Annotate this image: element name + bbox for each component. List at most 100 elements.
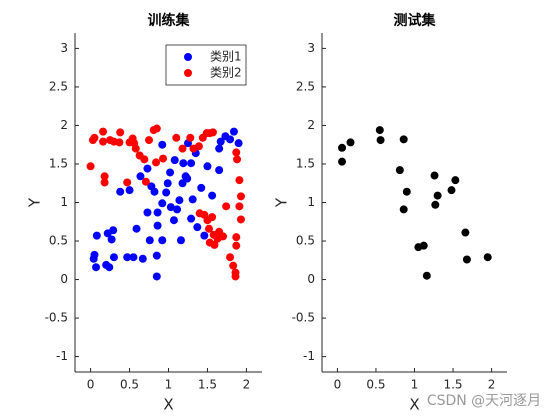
- y-tick-label: 0: [307, 272, 315, 286]
- point: [433, 191, 442, 200]
- legend-label: 类别1: [210, 50, 242, 64]
- point: [232, 241, 241, 250]
- point: [158, 140, 167, 149]
- point: [208, 213, 217, 222]
- x-tick-label: 1: [411, 378, 419, 392]
- point: [208, 191, 217, 200]
- point: [99, 137, 108, 146]
- x-axis-label: X: [409, 396, 419, 414]
- point: [419, 241, 428, 250]
- legend-marker: [184, 53, 192, 61]
- y-tick-label: -1: [303, 349, 315, 363]
- point: [208, 128, 217, 137]
- point: [451, 176, 460, 185]
- point: [175, 196, 184, 205]
- point: [92, 263, 101, 272]
- y-tick-label: 2.5: [49, 79, 68, 93]
- point: [90, 133, 99, 142]
- y-tick-label: 2.5: [296, 79, 315, 93]
- point: [152, 124, 161, 133]
- point: [430, 171, 439, 180]
- y-tick-label: 0.5: [49, 234, 68, 248]
- point: [346, 138, 355, 147]
- y-tick-label: 1.5: [49, 156, 68, 170]
- point: [163, 179, 172, 188]
- point: [131, 144, 140, 153]
- point: [129, 253, 138, 262]
- point: [235, 176, 244, 185]
- point: [89, 254, 98, 263]
- point: [116, 187, 125, 196]
- point: [229, 261, 238, 270]
- point: [193, 223, 202, 232]
- point: [226, 135, 235, 144]
- y-tick-label: 3: [307, 41, 315, 55]
- x-tick-label: 1: [165, 378, 173, 392]
- point: [431, 200, 440, 209]
- point: [99, 127, 108, 136]
- point: [232, 233, 241, 242]
- x-tick-label: 0.5: [120, 378, 139, 392]
- point: [179, 159, 188, 168]
- y-tick-label: 2: [60, 118, 68, 132]
- chart-title: 测试集: [394, 12, 437, 29]
- y-axis-label: Y: [26, 197, 44, 208]
- point: [216, 137, 225, 146]
- point: [375, 126, 384, 135]
- point: [172, 133, 181, 142]
- point: [186, 133, 195, 142]
- point: [176, 236, 185, 245]
- y-tick-label: 1: [307, 195, 315, 209]
- point: [102, 260, 111, 269]
- point: [145, 236, 154, 245]
- point: [222, 202, 231, 211]
- point: [197, 183, 206, 192]
- point: [234, 139, 243, 148]
- point: [188, 195, 197, 204]
- x-tick-label: 1.5: [443, 378, 462, 392]
- point: [132, 224, 141, 233]
- point: [399, 205, 408, 214]
- point: [219, 232, 228, 241]
- y-tick-label: 0.5: [296, 234, 315, 248]
- point: [116, 128, 125, 137]
- point: [236, 215, 245, 224]
- point: [215, 144, 224, 153]
- point: [376, 136, 385, 145]
- point: [226, 253, 235, 262]
- point: [145, 136, 154, 145]
- point: [109, 226, 118, 235]
- point: [166, 203, 175, 212]
- point: [194, 142, 203, 151]
- point: [338, 157, 347, 166]
- point: [100, 178, 109, 187]
- point: [86, 162, 95, 171]
- y-tick-label: 1.5: [296, 156, 315, 170]
- y-tick-label: 1: [60, 195, 68, 209]
- point: [136, 172, 145, 181]
- point: [178, 144, 187, 153]
- point: [205, 224, 214, 233]
- point: [170, 156, 179, 165]
- x-tick-label: 2: [488, 378, 496, 392]
- point: [150, 187, 159, 196]
- point: [158, 199, 167, 208]
- x-tick-label: 2: [243, 378, 251, 392]
- y-tick-label: -0.5: [292, 311, 315, 325]
- x-tick-label: 0.5: [366, 378, 385, 392]
- point: [152, 158, 161, 167]
- point: [123, 253, 132, 262]
- point: [169, 216, 178, 225]
- point: [152, 272, 161, 281]
- point: [395, 166, 404, 175]
- point: [109, 253, 118, 262]
- point: [166, 168, 175, 177]
- point: [236, 192, 245, 201]
- point: [162, 188, 171, 197]
- point: [125, 186, 134, 195]
- point: [233, 155, 242, 164]
- watermark: CSDN @天河逐月: [427, 393, 541, 409]
- point: [153, 221, 162, 230]
- point: [138, 254, 147, 263]
